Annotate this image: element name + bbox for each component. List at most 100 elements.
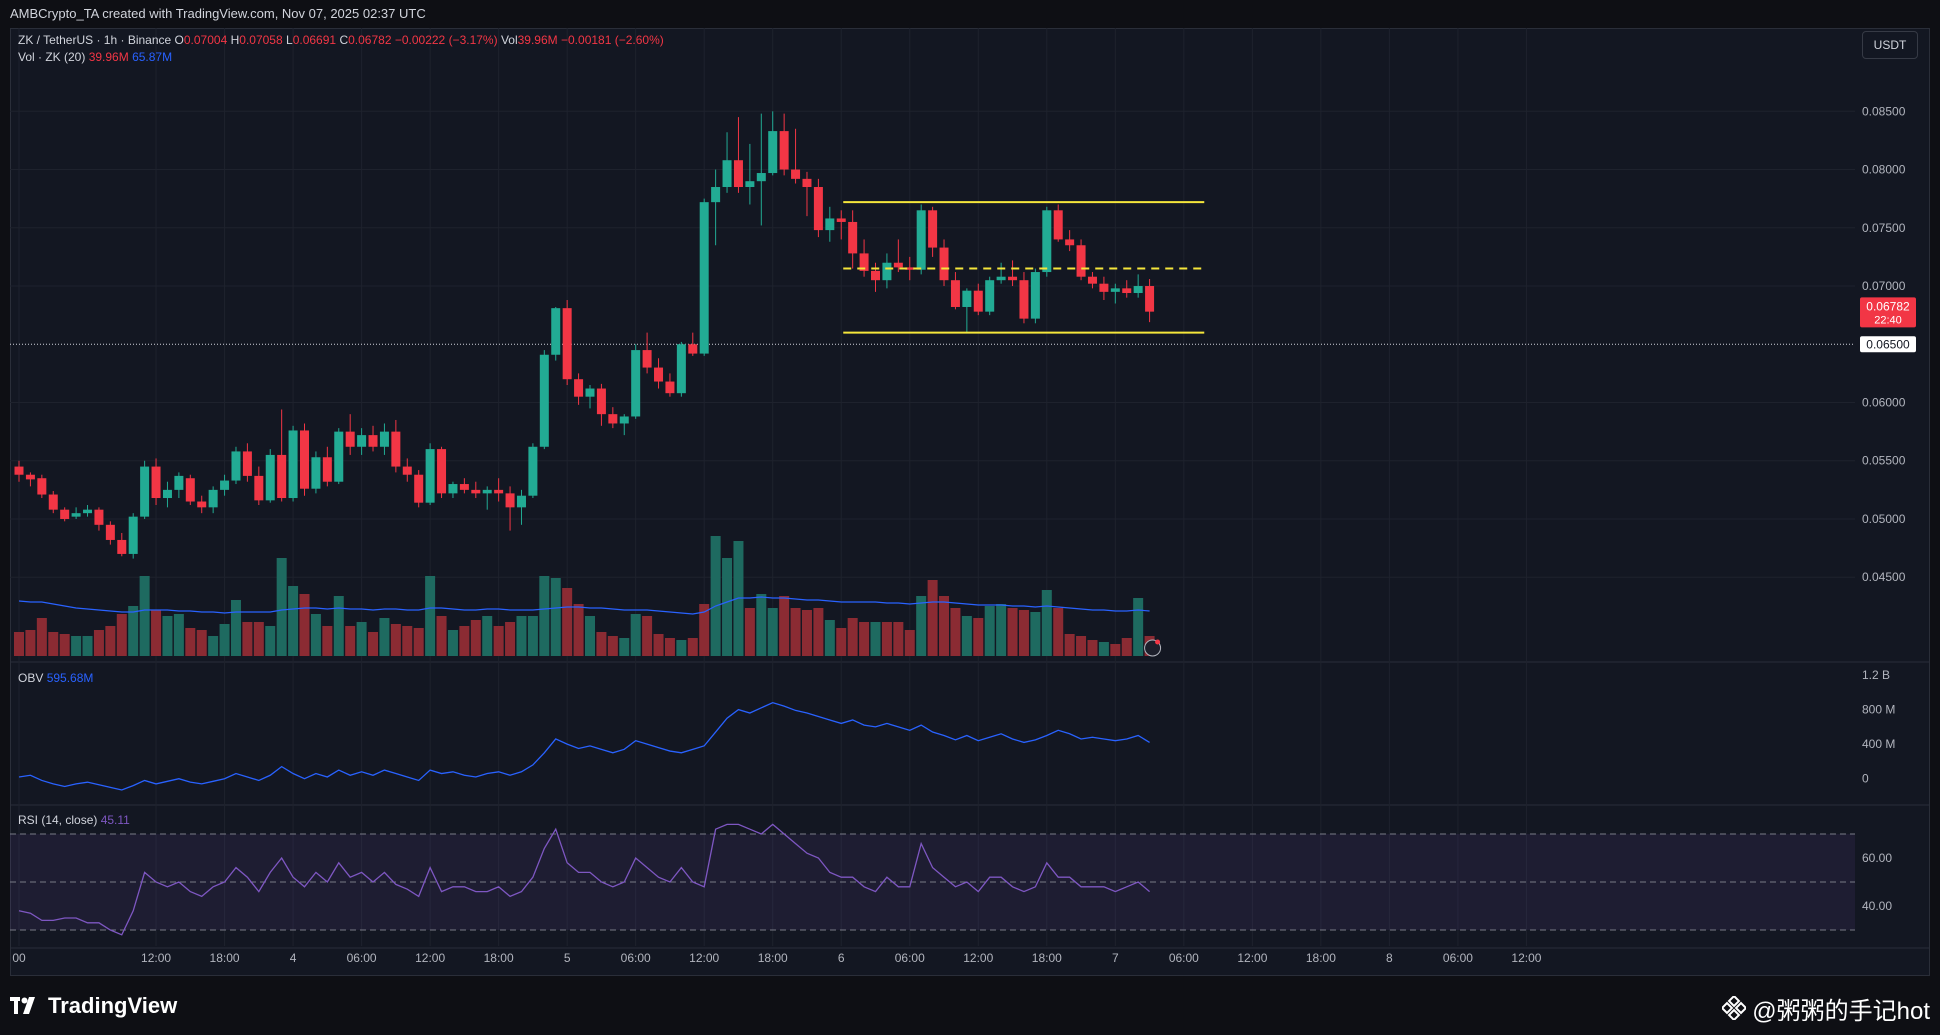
volume-bar — [927, 580, 938, 656]
volume-bar — [173, 614, 184, 656]
volume-bar — [653, 634, 664, 656]
candle-body — [414, 474, 424, 503]
candle-body — [928, 210, 938, 248]
time-tick-label: 8 — [1386, 951, 1393, 965]
volume-bar — [619, 638, 630, 656]
symbol-legend: ZK / TetherUS · 1h · Binance O0.07004 H0… — [18, 32, 664, 48]
volume-bar — [664, 638, 675, 656]
volume-bar — [1007, 608, 1018, 656]
volume-bar — [59, 634, 70, 656]
obv-label[interactable]: OBV — [18, 671, 44, 685]
candle-body — [562, 308, 572, 380]
candle-body — [950, 280, 960, 307]
candle-body — [768, 131, 778, 174]
rsi-legend: RSI (14, close) 45.11 — [18, 812, 130, 828]
last-price-tag — [1860, 297, 1916, 328]
candle-body — [254, 475, 264, 501]
obv-tick-label: 400 M — [1862, 737, 1895, 751]
time-tick-label: 18:00 — [1306, 951, 1336, 965]
candle-body — [1042, 210, 1052, 273]
currency-button[interactable]: USDT — [1862, 31, 1918, 59]
candle-body — [71, 513, 81, 517]
volume-bar — [870, 622, 881, 656]
chart-canvas[interactable]: 00 12:00 18:00 4 06:00 12:00 18:00 5 06:00 12:00 1… — [10, 28, 1930, 976]
volume-bar — [368, 632, 379, 656]
rsi-label[interactable]: RSI (14, close) — [18, 813, 98, 827]
candle-body — [1110, 288, 1120, 292]
obv-legend: OBV 595.68M — [18, 670, 93, 686]
candle-body — [1008, 276, 1018, 281]
time-tick-label: 12:00 — [415, 951, 445, 965]
tradingview-logo[interactable]: TradingView — [10, 990, 177, 1022]
volume-bar — [836, 628, 847, 656]
volume-bar — [14, 632, 24, 656]
close-label: C — [339, 33, 349, 47]
volume-bar — [128, 606, 139, 656]
rsi-value: 45.11 — [100, 813, 130, 827]
candle-body — [231, 451, 241, 481]
candle-body — [711, 187, 721, 203]
time-tick-label: 12:00 — [963, 951, 993, 965]
tradingview-brand: TradingView — [48, 993, 178, 1018]
volume-bar — [25, 630, 36, 656]
candle-body — [836, 218, 846, 222]
candle-body — [642, 350, 652, 368]
volume-bar — [801, 610, 812, 656]
time-tick-label: 7 — [1112, 951, 1119, 965]
candle-body — [745, 181, 755, 188]
candle-body — [242, 451, 252, 476]
chart-caption: AMBCrypto_TA created with TradingView.co… — [10, 6, 426, 21]
candle-body — [105, 524, 115, 540]
volume-bar — [585, 616, 595, 656]
price-tick-label: 0.08500 — [1862, 104, 1906, 118]
candle-body — [494, 489, 504, 494]
candle-body — [94, 509, 104, 525]
candle-body — [265, 454, 275, 501]
candle-body — [756, 173, 766, 182]
volume-bar — [1053, 608, 1064, 656]
candle-body — [140, 466, 150, 517]
volume-bar — [824, 620, 835, 656]
candle-body — [939, 247, 949, 281]
candle-body — [654, 367, 664, 382]
watermark-text: @粥粥的手记hot — [1752, 997, 1930, 1025]
candle-body — [722, 160, 732, 188]
open-value: 0.07004 — [183, 33, 228, 47]
obv-tick-label: 1.2 B — [1862, 668, 1890, 682]
rsi-tick-label: 60.00 — [1862, 851, 1892, 865]
candle-body — [871, 270, 880, 281]
candle-body — [311, 457, 321, 489]
candle-body — [48, 494, 58, 510]
candle-body — [505, 493, 515, 508]
price-tick-label: 0.05500 — [1862, 454, 1906, 468]
volume-bar — [573, 604, 584, 656]
volume-bar — [562, 588, 573, 656]
candle-body — [402, 466, 412, 475]
candle-body — [631, 350, 641, 417]
symbol-name[interactable]: ZK / TetherUS · 1h · Binance — [18, 33, 172, 47]
candle-body — [437, 449, 447, 494]
price-tick-label: 0.07500 — [1862, 221, 1906, 235]
volume-bar — [550, 578, 561, 656]
candle-body — [185, 478, 195, 502]
volume-indicator-name[interactable]: Vol · ZK (20) — [18, 50, 86, 64]
alert-dot-icon — [1155, 639, 1161, 645]
volume-bar — [813, 608, 824, 656]
candle-body — [516, 495, 526, 508]
volume-bar — [1087, 640, 1098, 656]
volume-bar — [722, 558, 733, 656]
candle-body — [117, 539, 127, 554]
time-tick-label: 5 — [564, 951, 571, 965]
candle-body — [1019, 280, 1029, 319]
candle-body — [1053, 210, 1063, 240]
volume-bar — [470, 620, 481, 656]
time-tick-label: 12:00 — [141, 951, 171, 965]
volume-bar — [196, 630, 207, 656]
volume-bar — [482, 616, 493, 656]
candle-body — [813, 187, 823, 231]
candle-body — [300, 430, 309, 489]
time-tick-label: 18:00 — [210, 951, 240, 965]
rsi-tick-label: 40.00 — [1862, 899, 1892, 913]
candle-body — [608, 414, 618, 424]
candle-body — [962, 290, 972, 307]
